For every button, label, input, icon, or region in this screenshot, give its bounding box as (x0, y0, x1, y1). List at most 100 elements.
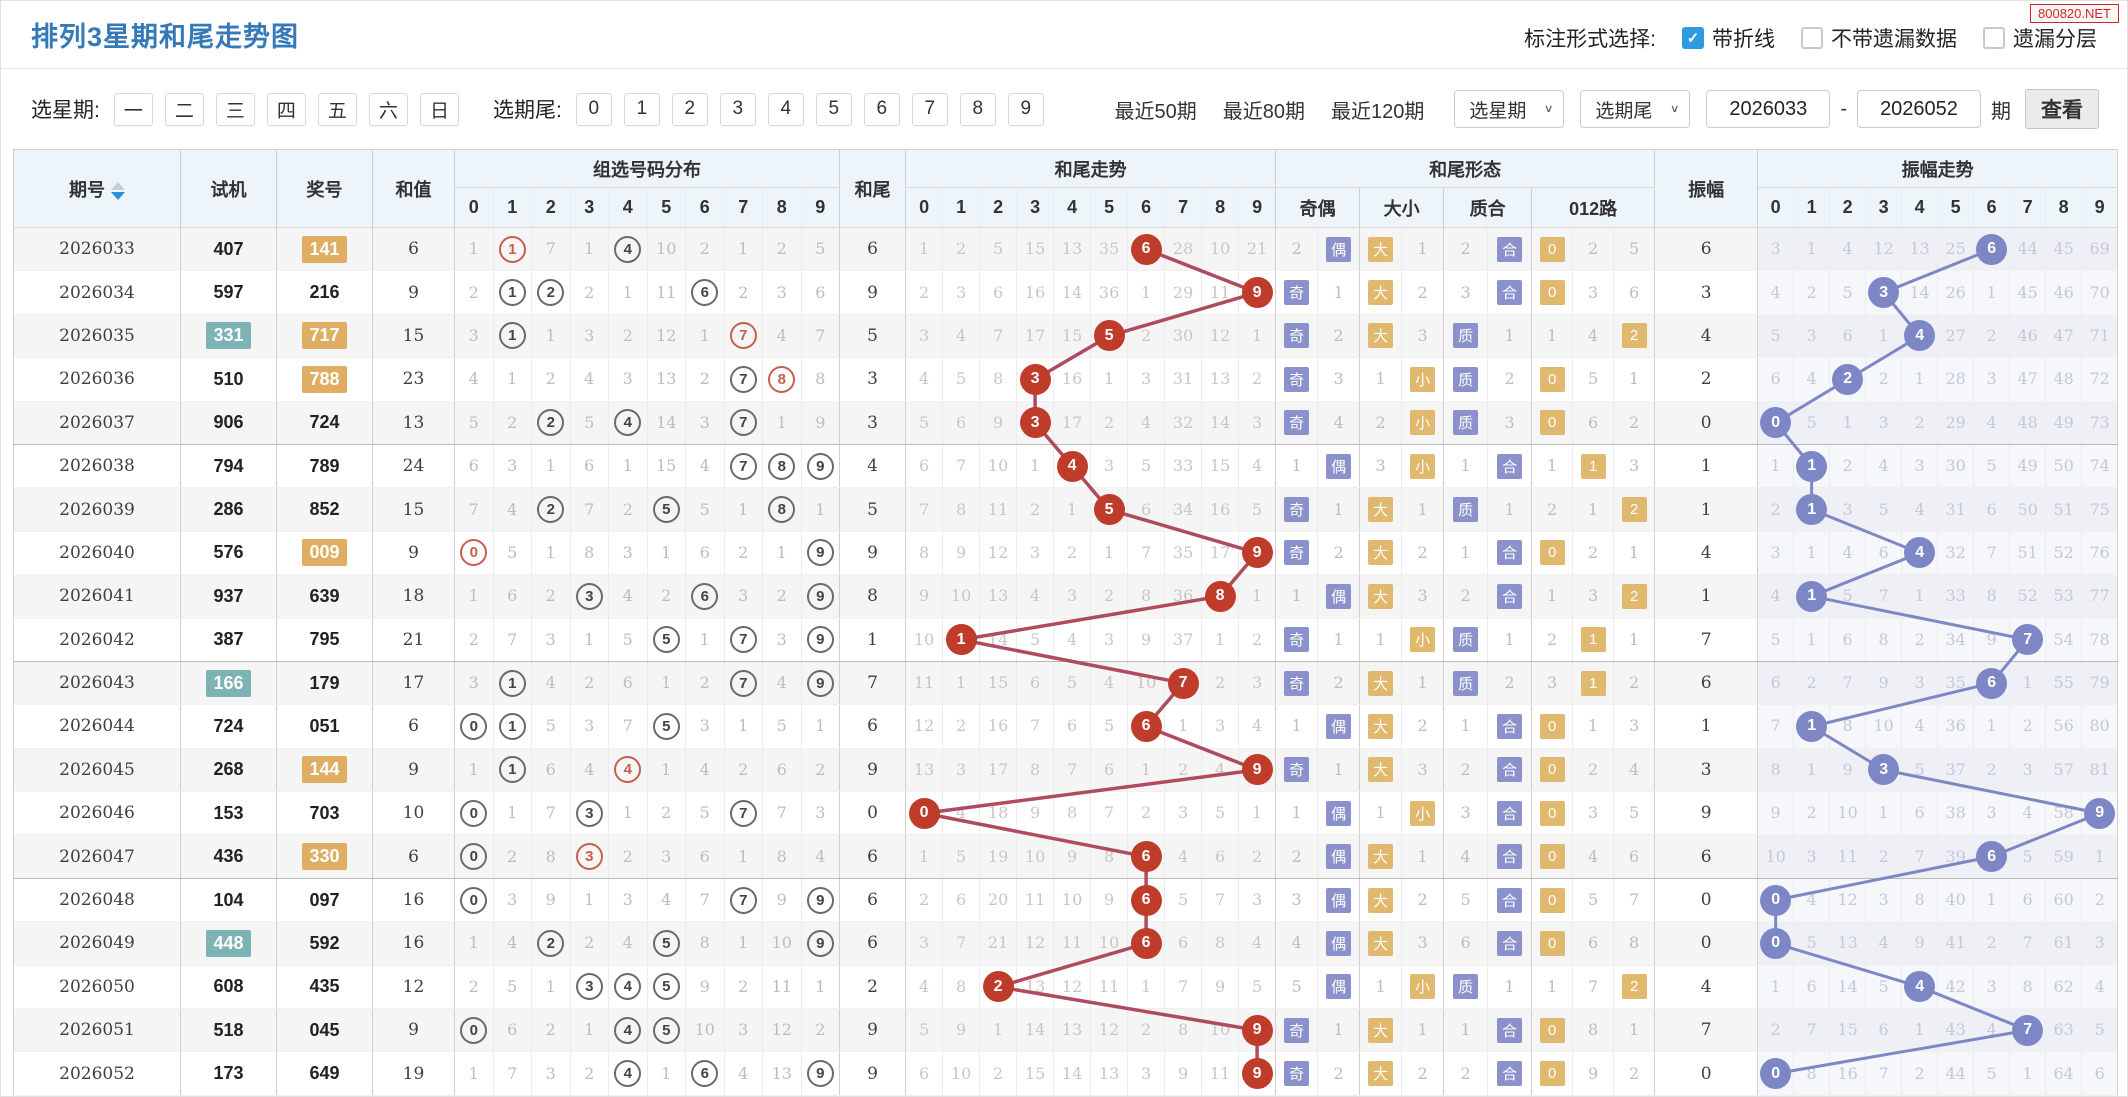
tail-trend-cell-1: 9 (942, 1008, 981, 1053)
tail-trend-hit: 7 (1167, 667, 1199, 699)
tail-button-8[interactable]: 8 (959, 92, 996, 126)
tail-button-9[interactable]: 9 (1007, 92, 1044, 126)
road-cell-1: 5 (1572, 357, 1615, 402)
tail-button-3[interactable]: 3 (719, 92, 756, 126)
range-to-input[interactable] (1857, 90, 1981, 128)
checkbox-unchecked-icon[interactable] (1801, 26, 1823, 49)
tail-trend-digit-header-8: 8 (1201, 187, 1240, 228)
amp-trend-cell-8: 57 (2045, 748, 2083, 793)
oddeven-cell-odd: 奇 (1275, 748, 1319, 793)
tail-button-1[interactable]: 1 (623, 92, 660, 126)
tail-trend-cell-0: 11 (905, 661, 944, 706)
tail-trend-digit-header-1: 1 (942, 187, 981, 228)
amp-trend-cell-7: 52 (2009, 574, 2047, 619)
dist-cell-5: 2 (647, 574, 686, 619)
tail-trend-cell-4: 10 (1053, 878, 1092, 923)
road-hit-marker: 0 (1539, 1061, 1565, 1087)
tail-button-5[interactable]: 5 (815, 92, 852, 126)
amp-trend-cell-4: 3 (1901, 444, 1939, 489)
dist-cell-5: 11 (647, 270, 686, 315)
recent-link-2[interactable]: 最近120期 (1330, 100, 1425, 123)
amp-trend-cell-8: 49 (2045, 401, 2083, 445)
road-cell-2: 1 (1613, 618, 1656, 662)
road-cell-0: 0 (1531, 1008, 1574, 1053)
amp-trend-cell-5: 43 (1937, 1008, 1975, 1053)
bigsmall-cell-small: 3 (1401, 921, 1445, 966)
dist-cell-0: 0 (454, 704, 494, 749)
tail-button-7[interactable]: 7 (911, 92, 948, 126)
big-marker: 大 (1368, 323, 1394, 349)
checkbox-unchecked-icon[interactable] (1983, 26, 2005, 49)
tail-trend-cell-7: 9 (1164, 1051, 1203, 1096)
primecomposite-cell-composite: 合 (1487, 227, 1533, 272)
tail-select[interactable]: 选期尾 ∨ (1580, 90, 1691, 128)
tail-button-4[interactable]: 4 (767, 92, 804, 126)
dist-cell-5: 13 (647, 357, 686, 402)
view-button[interactable]: 查看 (2025, 89, 2099, 129)
amp-cell: 4 (1654, 531, 1759, 576)
tail-trend-cell-9: 3 (1238, 661, 1277, 706)
odd-marker: 奇 (1284, 757, 1310, 783)
period-cell: 2026039 (13, 487, 181, 532)
tail-button-6[interactable]: 6 (863, 92, 900, 126)
prize-cell: 724 (276, 401, 373, 445)
shiji-cell: 173 (180, 1051, 277, 1096)
dist-cell-1: 1 (493, 791, 532, 836)
week-button-4[interactable]: 五 (317, 92, 357, 126)
tail-button-2[interactable]: 2 (671, 92, 708, 126)
dist-cell-7: 3 (724, 1008, 763, 1053)
amp-trend-cell-8: 60 (2045, 878, 2083, 923)
week-button-1[interactable]: 二 (164, 92, 204, 126)
amp-trend-cell-1: 4 (1793, 878, 1831, 923)
amp-trend-cell-4: 4 (1901, 965, 1939, 1010)
annotation-option-1[interactable]: 不带遗漏数据 (1801, 23, 1957, 53)
tail-trend-cell-2: 6 (979, 270, 1018, 315)
tail-trend-cell-6: 1 (1127, 270, 1166, 315)
recent-link-0[interactable]: 最近50期 (1114, 100, 1197, 123)
tail-trend-cell-2: 11 (979, 487, 1018, 532)
dist-hit-circle: 3 (575, 582, 603, 610)
tail-trend-cell-5: 8 (1090, 834, 1129, 879)
range-from-input[interactable] (1706, 90, 1831, 128)
bigsmall-cell-big: 大 (1359, 487, 1403, 532)
week-button-3[interactable]: 四 (266, 92, 306, 126)
column-header-period[interactable]: 期号 (13, 149, 181, 228)
dist-cell-9: 9 (801, 444, 841, 489)
amp-trend-hit: 0 (1760, 884, 1792, 916)
dist-cell-0: 3 (454, 661, 494, 706)
amp-cell: 6 (1654, 227, 1759, 272)
primecomposite-cell-composite: 合 (1487, 1051, 1533, 1096)
amp-trend-cell-7: 7 (2009, 618, 2047, 662)
week-button-5[interactable]: 六 (368, 92, 408, 126)
week-select[interactable]: 选星期 ∨ (1454, 90, 1565, 128)
sort-icon[interactable] (111, 181, 125, 200)
dist-cell-8: 5 (762, 704, 802, 749)
column-header-prize: 奖号 (276, 149, 373, 228)
road-cell-2: 2 (1613, 314, 1656, 359)
prize-highlight-badge: 141 (302, 235, 347, 263)
tail-trend-cell-3: 10 (1016, 834, 1055, 879)
dist-cell-5: 10 (647, 227, 686, 272)
week-button-0[interactable]: 一 (113, 92, 153, 126)
recent-link-1[interactable]: 最近80期 (1222, 100, 1305, 123)
week-button-6[interactable]: 日 (419, 92, 459, 126)
road-cell-2: 3 (1613, 444, 1656, 489)
dist-cell-5: 5 (647, 1008, 686, 1053)
checkbox-checked-icon[interactable]: ✓ (1682, 26, 1704, 49)
tail-trend-cell-3: 11 (1016, 878, 1055, 923)
week-button-2[interactable]: 三 (215, 92, 255, 126)
tail-button-0[interactable]: 0 (575, 92, 612, 126)
bigsmall-cell-small: 3 (1401, 314, 1445, 359)
road-cell-1: 4 (1572, 314, 1615, 359)
annotation-option-0[interactable]: ✓ 带折线 (1682, 23, 1775, 53)
dist-cell-6: 4 (685, 748, 725, 793)
tail-cell: 6 (839, 921, 907, 966)
amp-trend-cell-7: 51 (2009, 531, 2047, 576)
annotation-option-2[interactable]: 遗漏分层 (1983, 23, 2097, 53)
dist-hit-circle: 4 (614, 1060, 642, 1088)
amp-trend-cell-6: 3 (1973, 965, 2011, 1010)
amp-trend-cell-4: 2 (1901, 618, 1939, 662)
tail-trend-cell-3: 3 (1016, 401, 1055, 445)
odd-marker: 奇 (1284, 540, 1310, 566)
